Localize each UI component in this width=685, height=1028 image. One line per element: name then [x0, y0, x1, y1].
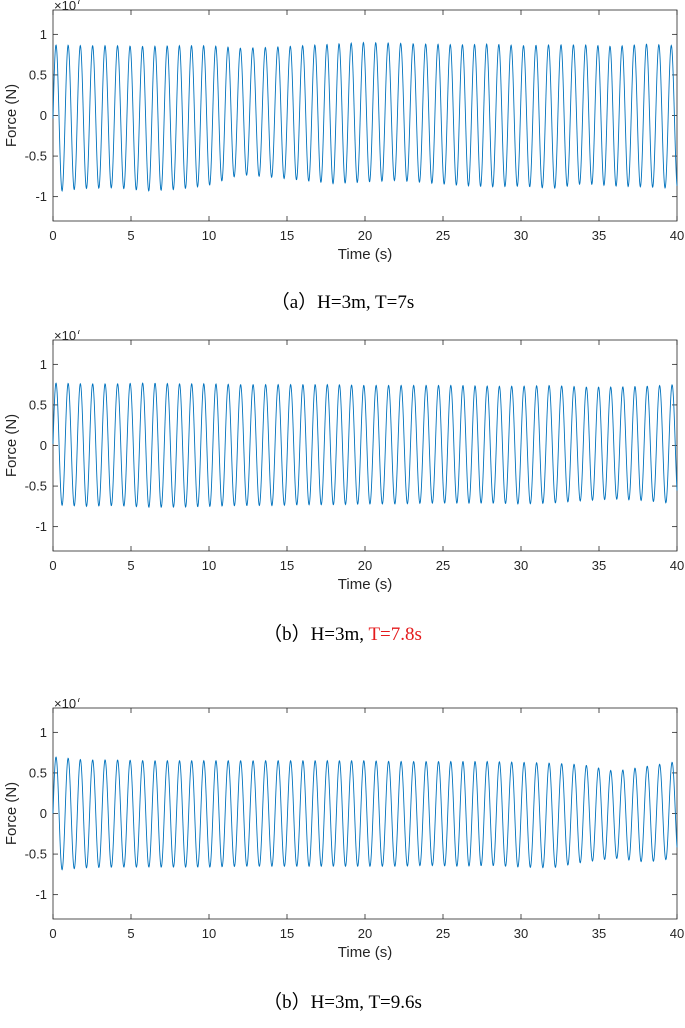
x-tick-label: 35	[592, 558, 606, 573]
caption-c-text: （b）H=3m, T=9.6s	[263, 992, 422, 1013]
x-tick-label: 20	[358, 228, 372, 243]
caption-b-text: （b）H=3m,	[263, 624, 369, 645]
x-axis-label: Time (s)	[338, 944, 392, 961]
y-axis-label: Force (N)	[3, 84, 20, 147]
y-tick-label: 0.5	[29, 765, 47, 780]
y-exponent-power: 7	[76, 330, 82, 337]
x-tick-label: 5	[127, 228, 134, 243]
chart-panel-b: 0 5 10 15 20 25 30 35 40 -1 -0.5 0 0.5 1 ×107 Time (s) F…	[0, 330, 685, 660]
y-exponent-label: ×107	[54, 698, 82, 711]
x-tick-label: 30	[514, 558, 528, 573]
x-tick-label: 15	[280, 228, 294, 243]
force-series-line	[52, 756, 678, 871]
y-tick-label: 1	[40, 357, 47, 372]
x-axis-label: Time (s)	[338, 576, 392, 593]
y-tick-label: 0.5	[29, 397, 47, 412]
x-tick-label: 0	[49, 228, 56, 243]
y-tick-label: -1	[35, 519, 47, 534]
chart-panel-a: 0 5 10 15 20 25 30 35 40 -1 -0.5 0 0.5 1 ×107 Time (s) F…	[0, 0, 685, 330]
x-tick-label: 10	[202, 558, 216, 573]
y-tick-label: -1	[35, 189, 47, 204]
y-tick-label: 1	[40, 27, 47, 42]
y-axis-label: Force (N)	[3, 414, 20, 477]
y-tick-label: 0.5	[29, 67, 47, 82]
x-tick-label: 30	[514, 926, 528, 941]
y-tick-label: 0	[40, 806, 47, 821]
y-exponent-label: ×107	[54, 0, 82, 13]
x-tick-label: 35	[592, 228, 606, 243]
x-tick-label: 5	[127, 558, 134, 573]
x-tick-label: 10	[202, 228, 216, 243]
x-tick-label: 5	[127, 926, 134, 941]
caption-b-highlight: T=7.8s	[368, 624, 422, 645]
x-tick-label: 30	[514, 228, 528, 243]
caption-c: （b）H=3m, T=9.6s	[0, 987, 685, 1014]
x-tick-label: 20	[358, 926, 372, 941]
plot-area	[52, 9, 678, 222]
x-tick-label: 40	[670, 926, 684, 941]
force-series-line	[52, 41, 678, 193]
x-tick-label: 40	[670, 558, 684, 573]
x-tick-label: 35	[592, 926, 606, 941]
caption-a: （a）H=3m, T=7s	[0, 287, 685, 314]
y-tick-label: 0	[40, 438, 47, 453]
y-tick-label: -0.5	[25, 847, 47, 862]
x-tick-label: 15	[280, 926, 294, 941]
chart-panel-c: 0 5 10 15 20 25 30 35 40 -1 -0.5 0 0.5 1 ×107 Time (s) F…	[0, 698, 685, 1028]
force-series-line	[52, 382, 678, 509]
y-tick-label: -0.5	[25, 479, 47, 494]
y-axis-label: Force (N)	[3, 782, 20, 845]
x-tick-label: 25	[436, 926, 450, 941]
plot-area	[52, 339, 678, 552]
y-exponent-power: 7	[76, 0, 82, 7]
force-chart-b: 0 5 10 15 20 25 30 35 40 -1 -0.5 0 0.5 1 ×107 Time (s) F…	[3, 330, 684, 593]
y-exponent-label: ×107	[54, 330, 82, 343]
y-tick-label: 1	[40, 725, 47, 740]
force-chart-c: 0 5 10 15 20 25 30 35 40 -1 -0.5 0 0.5 1 ×107 Time (s) F…	[3, 698, 684, 961]
y-tick-label: 0	[40, 108, 47, 123]
x-tick-label: 25	[436, 558, 450, 573]
x-tick-label: 0	[49, 558, 56, 573]
y-tick-label: -1	[35, 887, 47, 902]
x-axis-label: Time (s)	[338, 246, 392, 263]
x-tick-label: 40	[670, 228, 684, 243]
force-chart-a: 0 5 10 15 20 25 30 35 40 -1 -0.5 0 0.5 1 ×107 Time (s) F…	[3, 0, 684, 263]
x-tick-label: 0	[49, 926, 56, 941]
x-tick-label: 15	[280, 558, 294, 573]
x-tick-label: 10	[202, 926, 216, 941]
x-tick-label: 20	[358, 558, 372, 573]
caption-b: （b）H=3m, T=7.8s	[0, 619, 685, 646]
y-exponent-power: 7	[76, 698, 82, 705]
y-tick-label: -0.5	[25, 149, 47, 164]
x-tick-label: 25	[436, 228, 450, 243]
caption-a-text: （a）H=3m, T=7s	[270, 292, 415, 313]
